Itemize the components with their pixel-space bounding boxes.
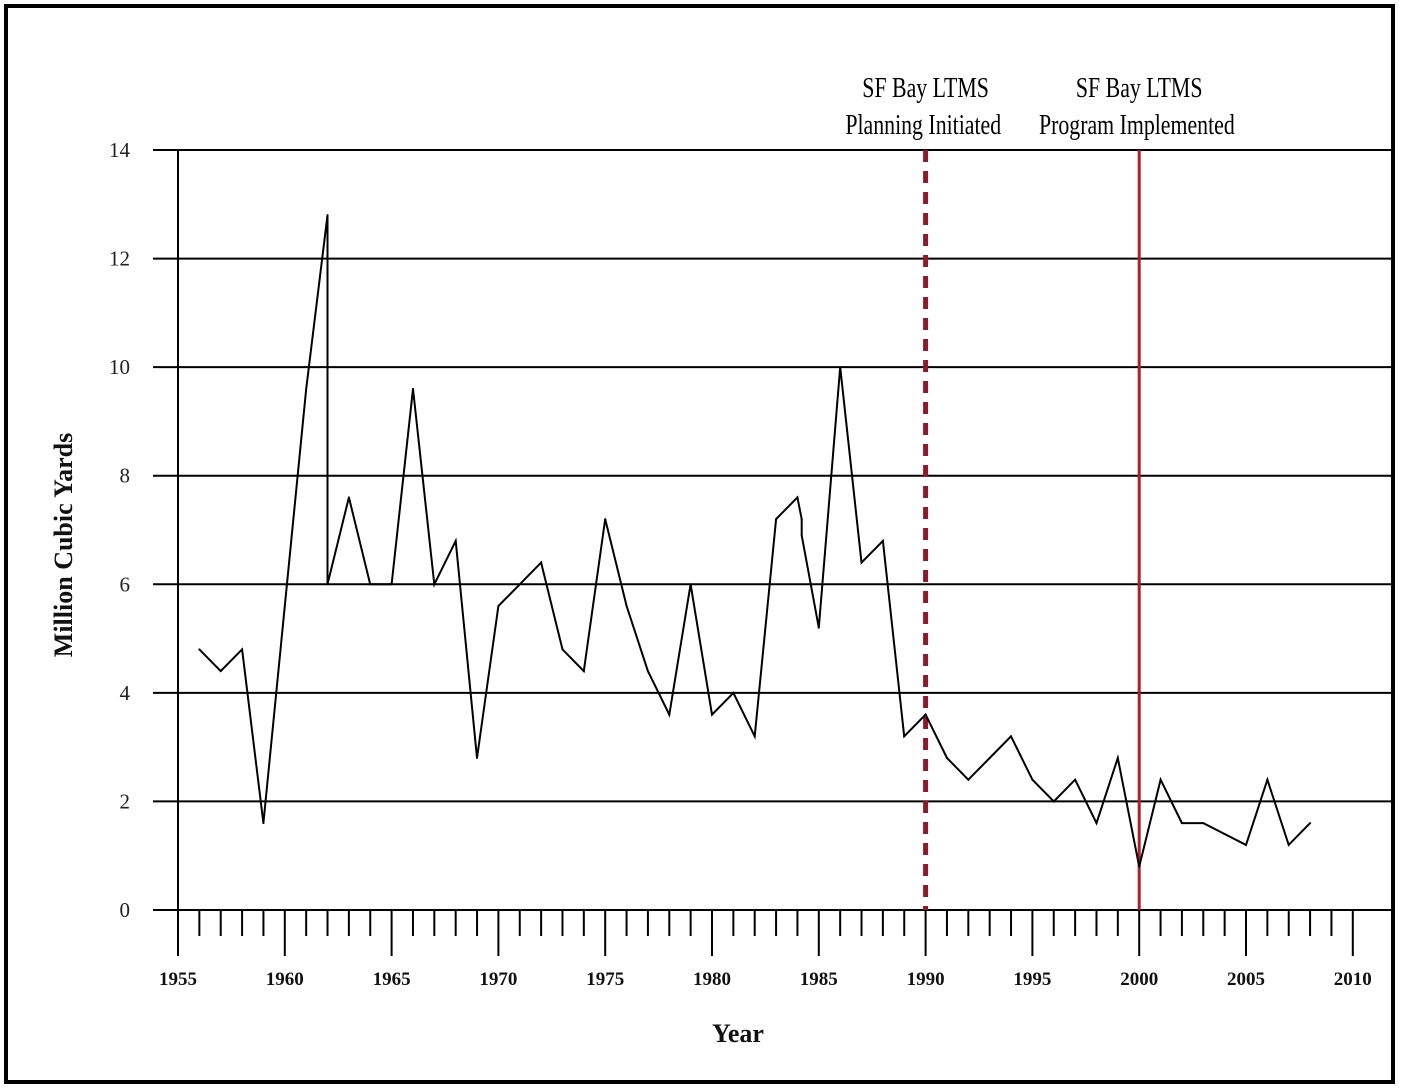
data-point — [219, 670, 222, 673]
x-tick-label: 1975 — [586, 969, 624, 990]
data-point — [1138, 865, 1141, 868]
y-tick-label: 10 — [109, 355, 130, 379]
series — [198, 214, 1312, 868]
data-point — [625, 605, 628, 607]
y-tick-label: 8 — [120, 464, 131, 488]
annotation-line1: SF Bay LTMS — [862, 74, 989, 104]
annotation-line1: SF Bay LTMS — [1076, 74, 1203, 104]
data-point — [668, 713, 671, 716]
data-point — [518, 583, 521, 586]
data-point — [561, 648, 564, 651]
data-point — [800, 534, 803, 537]
data-point — [1287, 843, 1290, 846]
data-point — [967, 778, 970, 781]
data-point — [198, 648, 201, 651]
data-point — [476, 757, 479, 759]
annotation-line2: Planning Initiated — [845, 111, 1001, 141]
data-point — [1159, 778, 1162, 781]
x-tick-label: 1955 — [159, 969, 197, 990]
data-point — [326, 214, 329, 217]
y-tick-label: 14 — [109, 138, 131, 162]
x-tick-label: 1970 — [479, 969, 517, 990]
data-point — [540, 561, 543, 564]
data-point — [454, 539, 457, 542]
y-tick-label: 2 — [120, 789, 131, 813]
data-point — [689, 583, 692, 586]
x-tick-label: 1965 — [373, 969, 411, 990]
x-tick-label: 1990 — [907, 969, 945, 990]
data-point — [1223, 833, 1226, 835]
x-tick-label: 1980 — [693, 969, 731, 990]
grid-lines — [153, 149, 1394, 911]
data-point — [497, 605, 500, 607]
data-point — [582, 670, 585, 673]
data-point — [860, 561, 863, 564]
reference-lines — [923, 150, 1141, 910]
x-tick-label: 2010 — [1334, 969, 1372, 990]
data-point — [796, 496, 799, 499]
axes — [177, 150, 1354, 956]
y-axis-title: Million Cubic Yards — [49, 433, 78, 657]
labels: 0 2 4 6 8 10 12 14 1955 1960 1965 1970 1975 1980 1985 1… — [109, 74, 1372, 990]
data-point — [241, 648, 244, 651]
y-tick-label: 6 — [120, 572, 131, 596]
data-point — [1202, 822, 1205, 825]
data-point — [411, 387, 414, 390]
data-point — [1095, 822, 1098, 825]
data-point — [775, 518, 778, 521]
y-tick-label: 12 — [109, 247, 130, 271]
data-point — [839, 366, 842, 369]
x-tick-label: 1985 — [800, 969, 838, 990]
data-point — [326, 583, 329, 586]
data-point — [369, 583, 372, 586]
data-point — [433, 583, 436, 586]
data-point — [732, 691, 735, 694]
series-line — [198, 214, 1311, 867]
data-point — [1180, 822, 1183, 825]
data-point — [881, 539, 884, 542]
data-point — [1116, 757, 1119, 759]
data-point — [390, 583, 393, 586]
data-point — [817, 626, 820, 629]
data-point — [924, 713, 927, 716]
x-tick-label: 2000 — [1120, 969, 1158, 990]
x-axis-title: Year — [712, 1019, 764, 1048]
data-point — [1074, 778, 1077, 781]
x-tick-label: 1995 — [1013, 969, 1051, 990]
data-point — [283, 605, 286, 607]
data-point — [604, 518, 607, 521]
y-tick-label: 4 — [120, 681, 131, 705]
data-point — [945, 757, 948, 759]
data-point — [800, 518, 803, 521]
data-point — [1245, 843, 1247, 846]
data-point — [753, 735, 756, 738]
chart-frame — [4, 4, 1395, 1084]
x-tick-label: 1960 — [266, 969, 304, 990]
data-point — [1309, 822, 1312, 825]
data-point — [711, 713, 713, 716]
data-point — [1266, 778, 1269, 781]
data-point — [646, 670, 649, 673]
y-tick-label: 0 — [120, 898, 131, 922]
data-point — [988, 757, 991, 759]
data-point — [305, 387, 308, 390]
data-point — [903, 735, 906, 738]
x-tick-label: 2005 — [1227, 969, 1265, 990]
data-point — [262, 822, 265, 825]
data-point — [1010, 735, 1013, 738]
annotation-line2: Program Implemented — [1039, 111, 1235, 141]
data-point — [1031, 778, 1034, 781]
data-point — [347, 496, 350, 499]
data-point — [1052, 800, 1055, 803]
